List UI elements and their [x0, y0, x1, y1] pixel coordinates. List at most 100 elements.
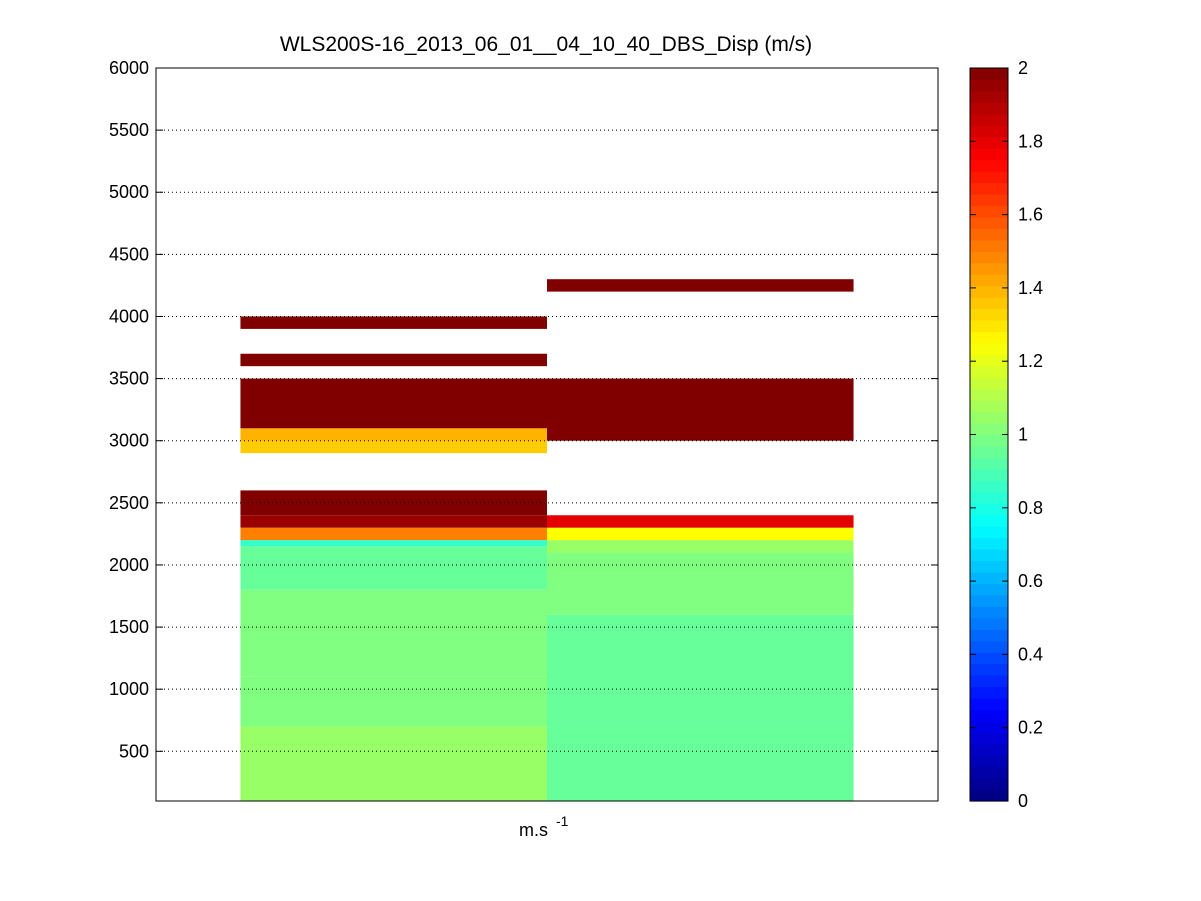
colorbar-band	[970, 365, 1008, 378]
colorbar-band	[970, 491, 1008, 504]
plot-area: 500 1000 1500 2000 2500 3000 3500 4000 4500 5000 5…	[109, 58, 939, 802]
colorbar-band	[970, 766, 1008, 779]
heatmap-cell	[240, 540, 547, 547]
colorbar-band	[970, 228, 1008, 241]
colorbar-band	[970, 571, 1008, 584]
y-tick-label: 500	[119, 741, 149, 761]
colorbar-band	[970, 617, 1008, 630]
heatmap-cell	[547, 515, 854, 528]
colorbar-band	[970, 434, 1008, 447]
heatmap-cell	[547, 540, 854, 553]
colorbar-band	[970, 274, 1008, 287]
colorbar-band	[970, 709, 1008, 722]
colorbar-band	[970, 285, 1008, 298]
colorbar-band	[970, 377, 1008, 390]
colorbar-tick-label: 0	[1018, 791, 1028, 811]
colorbar-band	[970, 778, 1008, 791]
colorbar-band	[970, 297, 1008, 310]
colorbar-band	[970, 697, 1008, 710]
colorbar-band	[970, 640, 1008, 653]
colorbar-band	[970, 354, 1008, 367]
colorbar-band	[970, 457, 1008, 470]
colorbar-band	[970, 205, 1008, 218]
heatmap-cell	[240, 316, 547, 329]
colorbar-tick-label: 1.6	[1018, 205, 1043, 225]
heatmap-cell	[240, 546, 547, 590]
colorbar-band	[970, 342, 1008, 355]
colorbar-band	[970, 480, 1008, 493]
colorbar-band	[970, 675, 1008, 688]
x-axis-label-base: m.s	[519, 820, 548, 840]
heatmap-cell	[240, 440, 547, 454]
heatmap-cells	[240, 279, 854, 801]
y-axis-ticks: 500 1000 1500 2000 2500 3000 3500 4000 4500 5000 5…	[109, 58, 938, 761]
colorbar-band	[970, 193, 1008, 207]
colorbar-tick-label: 1.8	[1018, 131, 1043, 151]
colorbar-band	[970, 789, 1008, 802]
colorbar-band	[970, 423, 1008, 436]
heatmap-cell	[240, 527, 547, 541]
colorbar-tick-label: 2	[1018, 58, 1028, 78]
colorbar-ticks: 0 0.2 0.4 0.6 0.8 1 1.2 1.4 1.6 1.8 2	[970, 58, 1043, 811]
y-tick-label: 4000	[109, 306, 149, 326]
colorbar-band	[970, 629, 1008, 642]
heatmap-cell	[240, 589, 547, 677]
heatmap-cell	[240, 676, 547, 727]
colorbar-band	[970, 308, 1008, 321]
y-tick-label: 2000	[109, 555, 149, 575]
heatmap-cell	[547, 552, 854, 615]
plot-frame	[155, 67, 939, 802]
y-tick-label: 1500	[109, 617, 149, 637]
colorbar-band	[970, 652, 1008, 665]
colorbar-band	[970, 251, 1008, 264]
colorbar-band	[970, 720, 1008, 733]
colorbar-tick-label: 0.2	[1018, 718, 1043, 738]
y-tick-label: 5500	[109, 120, 149, 140]
x-axis-label-exponent: -1	[556, 813, 569, 829]
colorbar-band	[970, 606, 1008, 619]
colorbar-band	[970, 549, 1008, 562]
colorbar-tick-label: 0.4	[1018, 644, 1043, 664]
colorbar-band	[970, 468, 1008, 481]
colorbar-band	[970, 445, 1008, 459]
y-tick-label: 3500	[109, 369, 149, 389]
colorbar-band	[970, 594, 1008, 607]
colorbar-band	[970, 388, 1008, 401]
heatmap-cell	[547, 726, 854, 801]
colorbar-band	[970, 732, 1008, 745]
colorbar-band	[970, 216, 1008, 229]
colorbar-band	[970, 411, 1008, 424]
x-axis-label: m.s -1	[519, 813, 569, 840]
colorbar-band	[970, 79, 1008, 92]
colorbar-band	[970, 239, 1008, 252]
colorbar-band	[970, 400, 1008, 413]
colorbar-band	[970, 102, 1008, 115]
heatmap-cell	[240, 490, 547, 516]
y-tick-label: 4500	[109, 244, 149, 264]
colorbar-tick-label: 0.6	[1018, 571, 1043, 591]
colorbar-band	[970, 743, 1008, 756]
colorbar-band	[970, 663, 1008, 676]
colorbar-bands	[970, 68, 1008, 802]
colorbar-band	[970, 182, 1008, 195]
colorbar-band	[970, 331, 1008, 344]
y-tick-label: 1000	[109, 679, 149, 699]
y-tick-label: 6000	[109, 58, 149, 78]
colorbar-band	[970, 262, 1008, 275]
colorbar-band	[970, 319, 1008, 333]
colorbar-band	[970, 560, 1008, 573]
colorbar-band	[970, 686, 1008, 699]
colorbar-band	[970, 159, 1008, 172]
y-tick-label: 3000	[109, 431, 149, 451]
colorbar-band	[970, 148, 1008, 161]
heatmap-cell	[240, 378, 547, 429]
heatmap-cell	[240, 353, 547, 367]
colorbar-band	[970, 125, 1008, 138]
colorbar-band	[970, 136, 1008, 149]
colorbar-band	[970, 90, 1008, 103]
colorbar-band	[970, 526, 1008, 539]
y-tick-label: 5000	[109, 182, 149, 202]
colorbar-band	[970, 171, 1008, 184]
colorbar-tick-label: 1	[1018, 425, 1028, 445]
